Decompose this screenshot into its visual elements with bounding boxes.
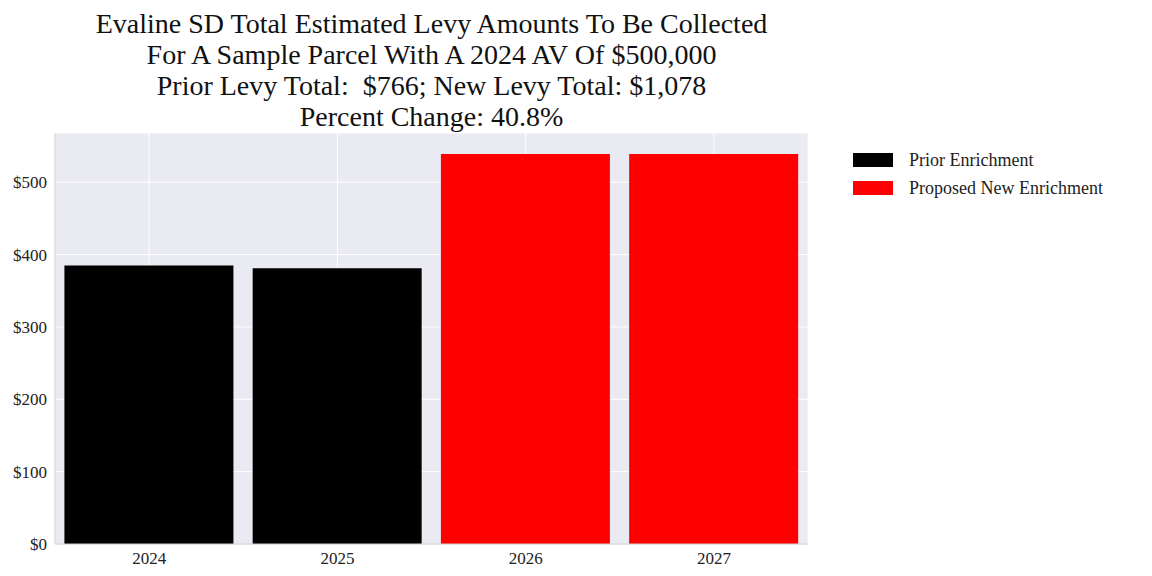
html-text:Evaline SD Total Estimated Lev: Evaline SD Total Estimated Levy Amounts … — [95, 8, 768, 39]
svg-text:$500: $500 — [13, 173, 47, 192]
svg-text:$300: $300 — [13, 318, 47, 337]
svg-text:$0: $0 — [30, 535, 47, 554]
svg-text:2026: 2026 — [509, 549, 543, 568]
html-text:Prior Levy Total: $766; New Le: Prior Levy Total: $766; New Levy Total: … — [156, 70, 707, 101]
svg-text:2024: 2024 — [132, 549, 167, 568]
svg-text:2027: 2027 — [697, 549, 732, 568]
html-text:Proposed New Enrichment: Proposed New Enrichment — [909, 177, 1103, 198]
html-text:Prior Enrichment: Prior Enrichment — [909, 149, 1034, 170]
svg-text:$100: $100 — [13, 463, 47, 482]
svg-text:2025: 2025 — [320, 549, 354, 568]
svg-text:$200: $200 — [13, 390, 47, 409]
html-text:For A Sample Parcel With A 202: For A Sample Parcel With A 2024 AV Of $5… — [146, 39, 717, 70]
html-text:Percent Change: 40.8%: Percent Change: 40.8% — [299, 101, 564, 132]
svg-text:$400: $400 — [13, 246, 47, 265]
